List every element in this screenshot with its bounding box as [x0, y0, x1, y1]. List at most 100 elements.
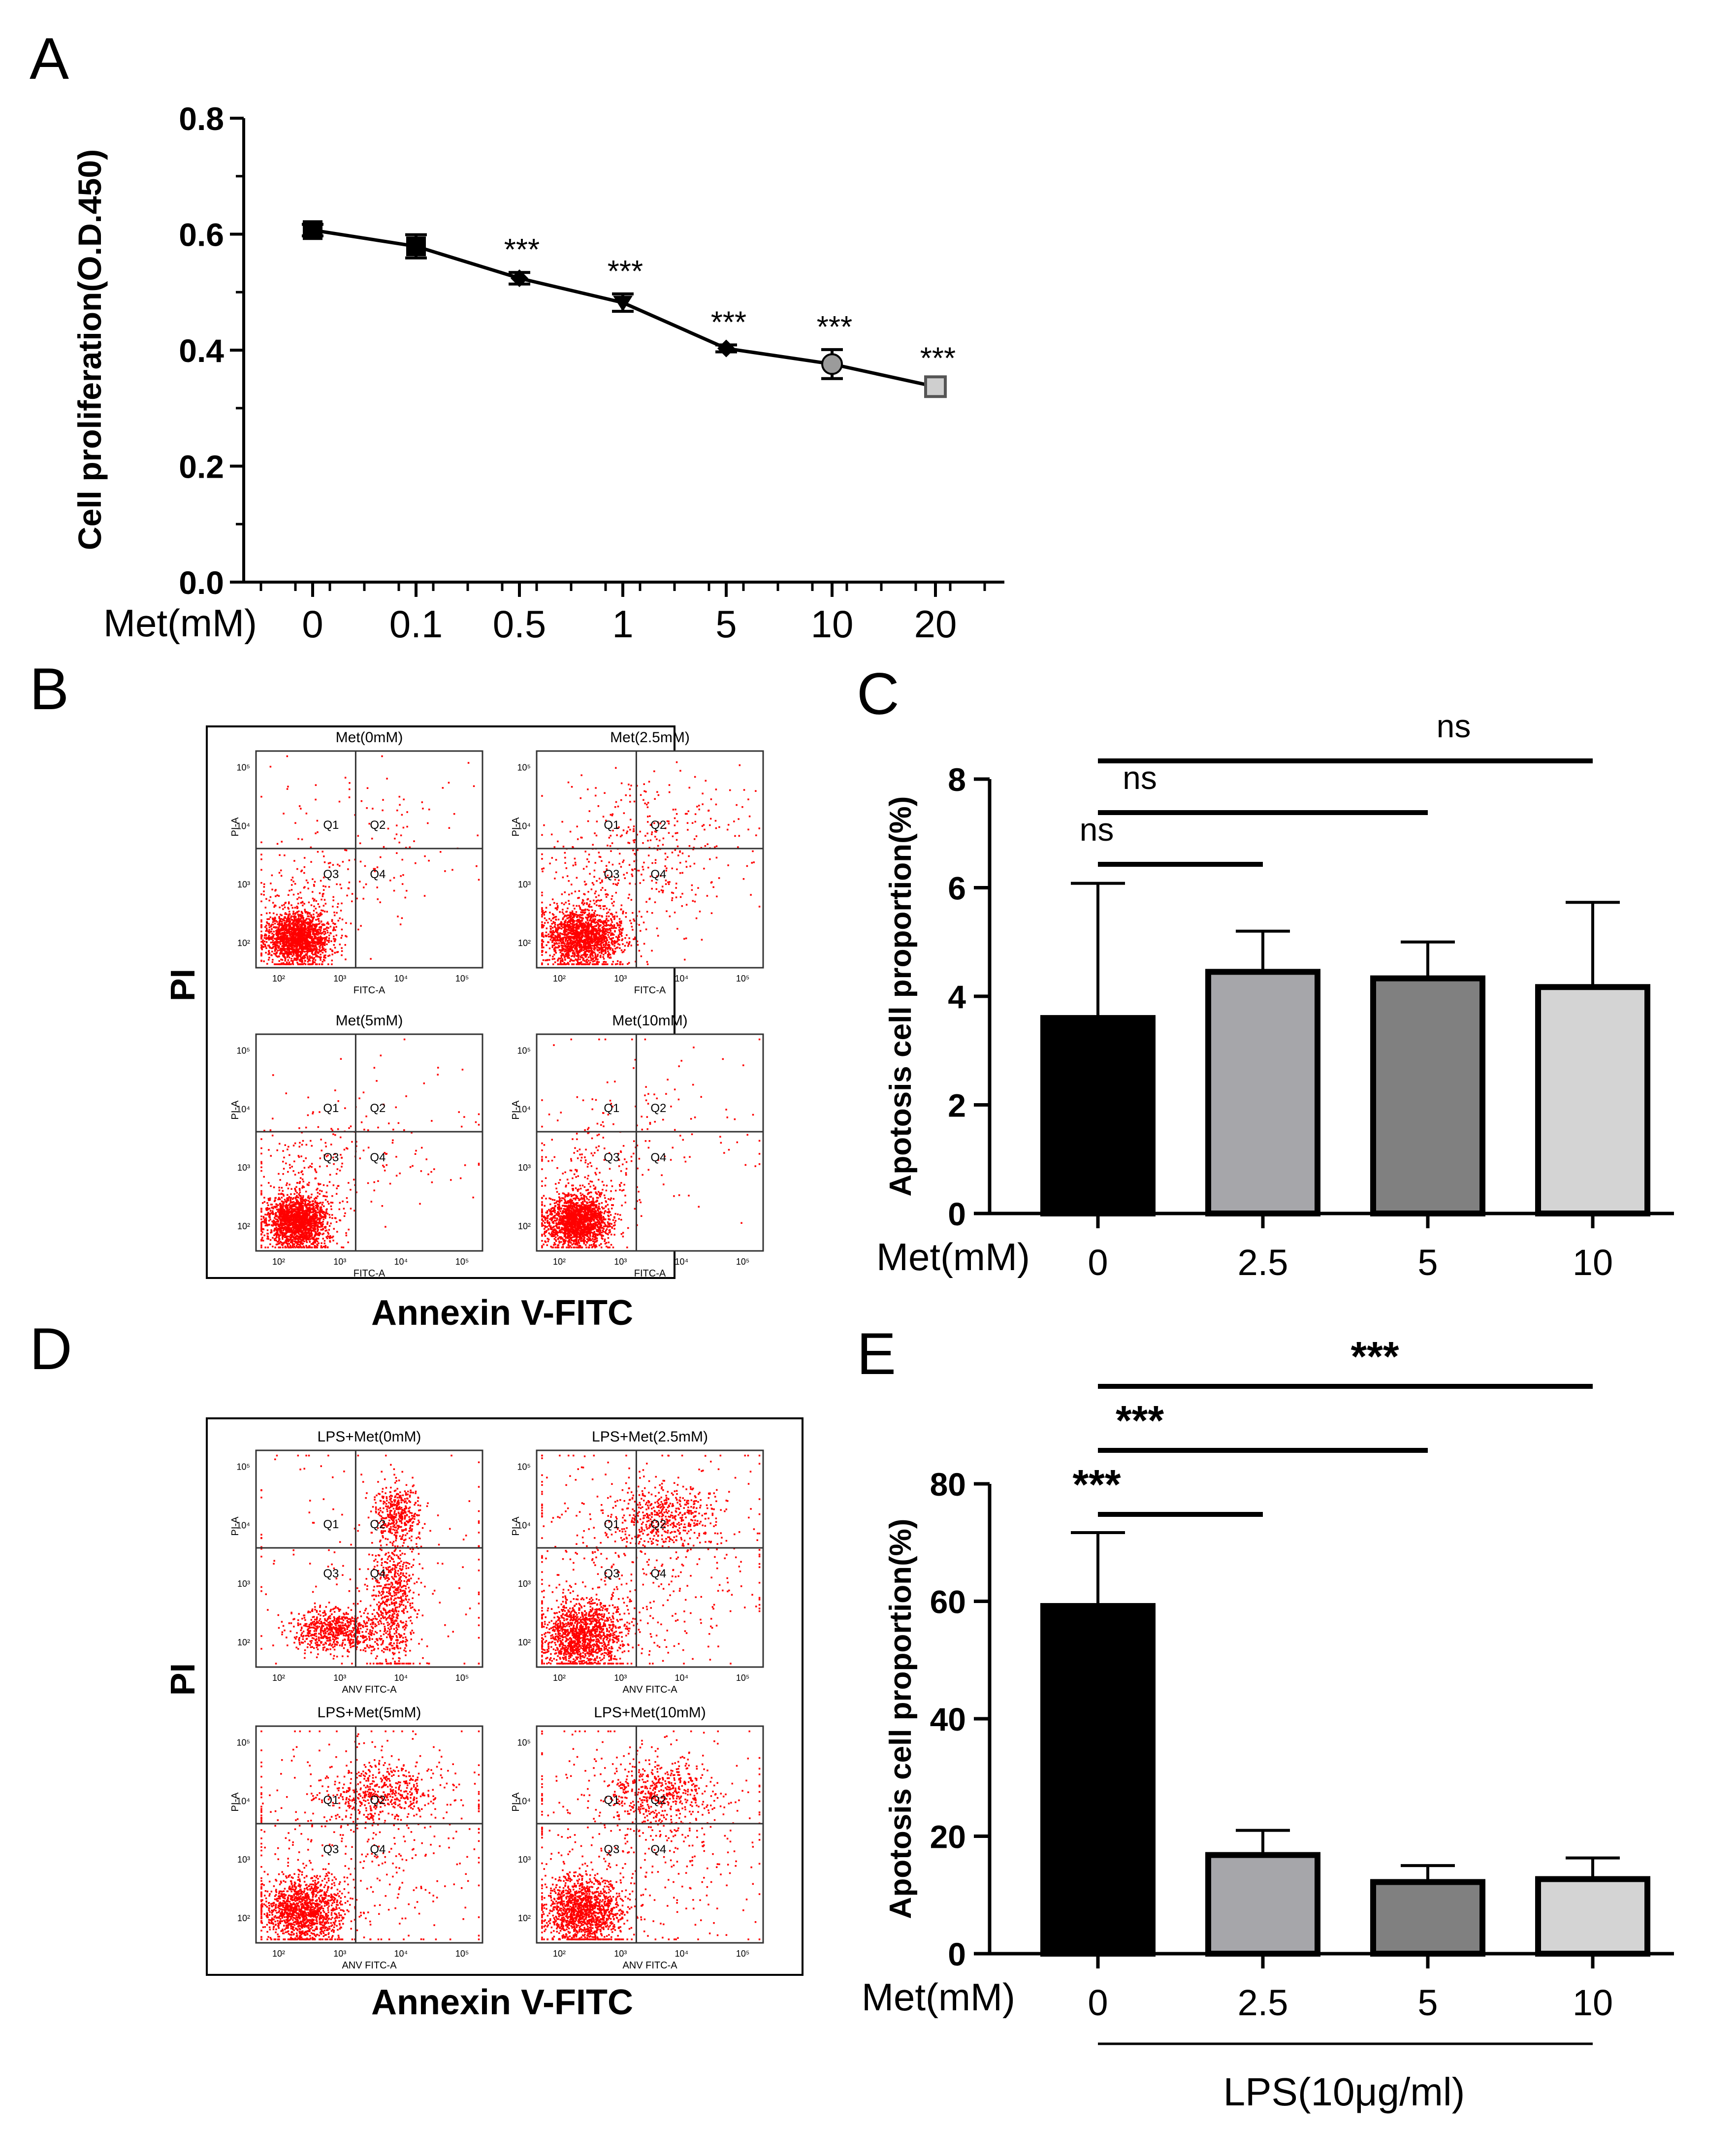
- b-event-dot: [318, 949, 320, 951]
- b-event-dot: [562, 926, 564, 928]
- b-event-dot: [606, 921, 608, 923]
- b-event-dot: [318, 933, 320, 935]
- b-event-dot: [541, 944, 543, 946]
- b-event-dot: [597, 923, 599, 925]
- b-event-dot: [281, 936, 283, 938]
- b-event-dot: [737, 846, 739, 848]
- b-event-dot: [570, 936, 572, 939]
- b-event-dot: [274, 950, 276, 952]
- b-event-dot: [664, 865, 666, 867]
- b-event-dot: [301, 956, 304, 958]
- b-quadrant-label: Q2: [650, 819, 666, 832]
- b-event-dot: [325, 937, 327, 939]
- b-event-dot: [604, 924, 606, 927]
- b-event-dot: [603, 944, 605, 946]
- b-event-dot: [647, 866, 649, 869]
- b-event-dot: [282, 929, 285, 931]
- b-event-dot: [567, 962, 569, 965]
- b-event-dot: [588, 950, 590, 951]
- b-event-dot: [631, 868, 633, 871]
- b-event-dot: [292, 911, 294, 913]
- b-event-dot: [321, 895, 324, 897]
- b-event-dot: [360, 925, 362, 927]
- b-event-dot: [684, 958, 686, 961]
- b-event-dot: [566, 911, 568, 913]
- b-event-dot: [545, 907, 547, 909]
- b-event-dot: [607, 948, 609, 950]
- b-event-dot: [307, 923, 309, 926]
- b-event-dot: [295, 939, 297, 941]
- b-event-dot: [321, 913, 323, 916]
- b-event-dot: [288, 952, 289, 955]
- b-event-dot: [596, 937, 598, 939]
- b-event-dot: [319, 926, 321, 929]
- b-quadrant-label: Q4: [650, 868, 666, 881]
- b-event-dot: [580, 963, 583, 965]
- b-event-dot: [308, 959, 310, 961]
- b-event-dot: [561, 941, 563, 944]
- b-event-dot: [268, 932, 270, 934]
- b-event-dot: [301, 930, 303, 932]
- b-event-dot: [324, 949, 327, 950]
- b-event-dot: [573, 933, 575, 935]
- b-event-dot: [576, 939, 578, 941]
- b-event-dot: [586, 926, 588, 928]
- b-event-dot: [582, 931, 584, 933]
- b-event-dot: [305, 879, 308, 882]
- b-event-dot: [569, 948, 572, 950]
- b-event-dot: [279, 951, 282, 954]
- b-event-dot: [266, 918, 268, 920]
- b-event-dot: [588, 937, 590, 939]
- b-event-dot: [279, 937, 282, 939]
- b-event-dot: [320, 927, 322, 929]
- b-event-dot: [630, 785, 632, 786]
- b-event-dot: [296, 911, 298, 913]
- b-event-dot: [618, 926, 620, 929]
- b-event-dot: [602, 928, 604, 930]
- b-event-dot: [299, 920, 301, 922]
- b-event-dot: [281, 962, 283, 964]
- b-event-dot: [646, 821, 649, 823]
- b-event-dot: [293, 957, 295, 959]
- b-event-dot: [547, 963, 549, 965]
- b-event-dot: [339, 884, 341, 885]
- b-event-dot: [308, 901, 310, 904]
- b-event-dot: [320, 932, 321, 935]
- b-event-dot: [564, 955, 566, 957]
- b-event-dot: [292, 953, 295, 956]
- b-event-dot: [585, 865, 588, 868]
- b-event-dot: [702, 792, 704, 795]
- b-event-dot: [560, 942, 562, 944]
- b-event-dot: [629, 828, 631, 831]
- b-event-dot: [307, 963, 309, 965]
- b-event-dot: [273, 906, 275, 908]
- b-event-dot: [613, 901, 615, 903]
- b-event-dot: [628, 962, 630, 964]
- b-event-dot: [321, 898, 322, 901]
- b-event-dot: [704, 828, 706, 831]
- b-event-dot: [285, 948, 287, 950]
- b-event-dot: [290, 957, 292, 960]
- b-event-dot: [301, 934, 304, 936]
- b-event-dot: [286, 924, 288, 927]
- b-event-dot: [709, 858, 711, 860]
- b-event-dot: [566, 943, 568, 945]
- b-event-dot: [566, 929, 569, 931]
- b-event-dot: [577, 918, 579, 921]
- b-x-tick-label: 10²: [553, 974, 566, 983]
- b-event-dot: [345, 922, 347, 924]
- b-event-dot: [309, 920, 311, 922]
- b-event-dot: [692, 900, 694, 902]
- b-event-dot: [567, 933, 569, 935]
- b-event-dot: [301, 945, 303, 948]
- b-plot-title: Met(5mM): [336, 1013, 403, 1029]
- b-event-dot: [311, 925, 313, 927]
- b-event-dot: [315, 929, 318, 932]
- b-event-dot: [299, 914, 301, 916]
- b-event-dot: [597, 940, 599, 942]
- b-event-dot: [381, 755, 383, 757]
- b-event-dot: [572, 912, 574, 915]
- b-event-dot: [541, 868, 543, 870]
- b-event-dot: [347, 868, 349, 870]
- b-event-dot: [685, 860, 687, 863]
